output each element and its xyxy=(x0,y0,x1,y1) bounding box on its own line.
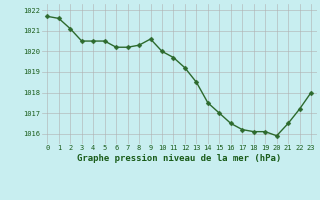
X-axis label: Graphe pression niveau de la mer (hPa): Graphe pression niveau de la mer (hPa) xyxy=(77,154,281,163)
